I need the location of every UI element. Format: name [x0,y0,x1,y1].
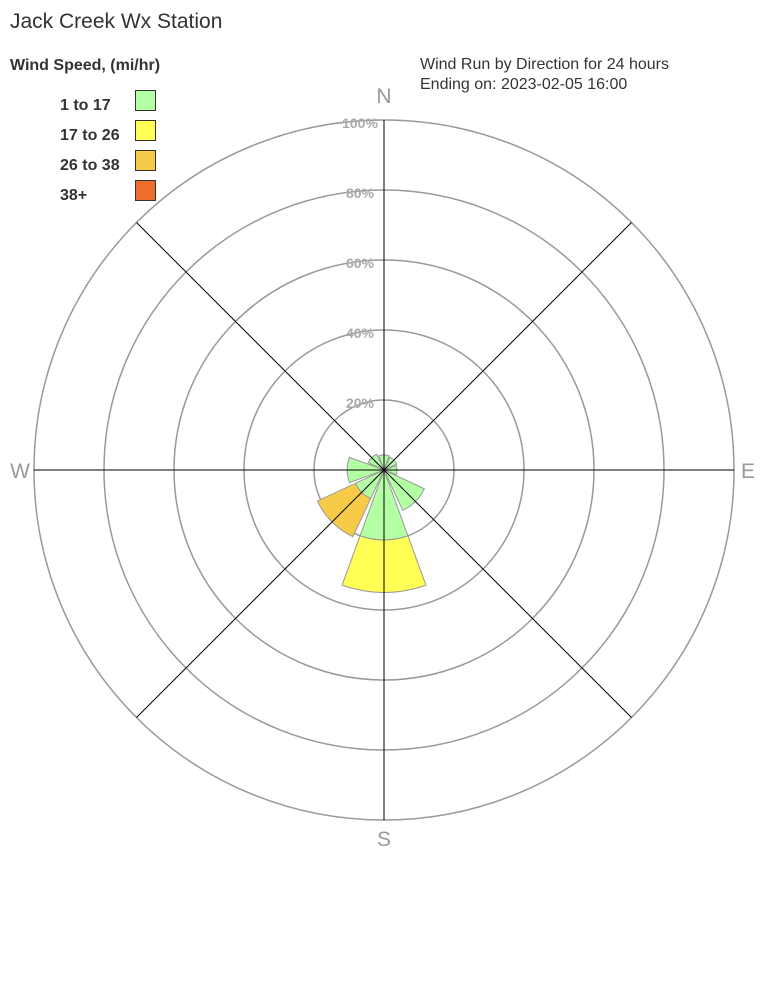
radial-tick-label: 100% [342,115,378,131]
axis-labels: 20% 40% 60% 80% 100% N E S W [10,85,755,851]
legend-swatch [135,180,156,201]
radial-tick-label: 60% [346,255,375,271]
radial-tick-label: 20% [346,395,375,411]
radial-tick-label: 80% [346,185,375,201]
spokes [34,120,734,820]
legend-title: Wind Speed, (mi/hr) [10,57,160,74]
spoke [136,222,385,471]
compass-label-w: W [10,460,30,483]
compass-label-e: E [741,460,755,483]
compass-label-s: S [377,828,391,851]
legend-label: 17 to 26 [60,127,120,144]
spoke [383,469,632,718]
legend-swatch [135,90,156,111]
legend-swatch [135,120,156,141]
legend: 1 to 17 17 to 26 26 to 38 38+ [60,90,156,204]
petals [316,453,427,593]
legend-swatch [135,150,156,171]
spoke [136,469,385,718]
spoke [383,222,632,471]
legend-label: 1 to 17 [60,97,111,114]
compass-label-n: N [376,85,391,108]
radial-tick-label: 40% [346,325,375,341]
legend-label: 38+ [60,187,87,204]
subtitle-line-1: Wind Run by Direction for 24 hours [420,56,669,73]
chart-title: Jack Creek Wx Station [10,10,222,33]
legend-label: 26 to 38 [60,157,120,174]
subtitle-line-2: Ending on: 2023-02-05 16:00 [420,76,627,93]
